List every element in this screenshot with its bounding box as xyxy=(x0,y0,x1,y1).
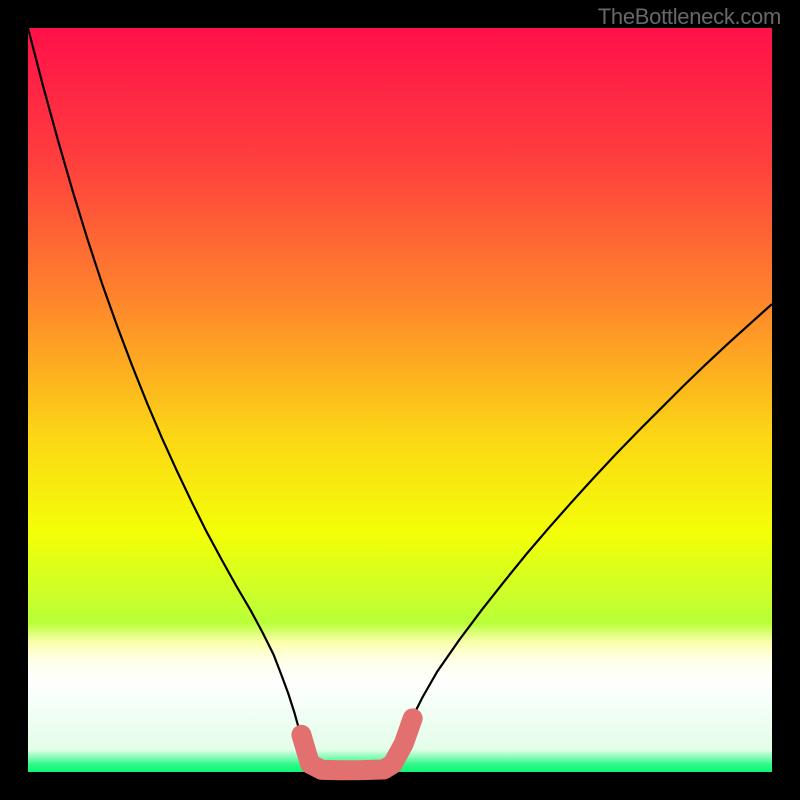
gradient-fill xyxy=(28,28,772,772)
watermark-text: TheBottleneck.com xyxy=(598,4,781,30)
chart-svg xyxy=(0,0,800,800)
